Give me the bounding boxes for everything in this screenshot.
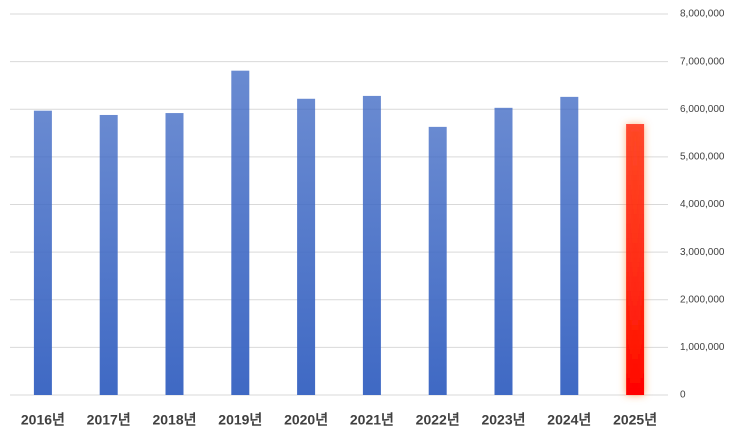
bar bbox=[626, 124, 645, 396]
bar bbox=[494, 107, 513, 395]
bar bbox=[99, 114, 118, 395]
y-tick-label: 2,000,000 bbox=[680, 294, 725, 305]
x-tick-label: 2022년 bbox=[416, 412, 460, 428]
bar bbox=[362, 95, 381, 395]
x-tick-label: 2016년 bbox=[21, 412, 65, 428]
y-tick-label: 1,000,000 bbox=[680, 342, 725, 353]
y-tick-label: 3,000,000 bbox=[680, 247, 725, 258]
x-tick-label: 2024년 bbox=[547, 412, 591, 428]
y-tick-label: 8,000,000 bbox=[680, 9, 725, 20]
x-tick-label: 2018년 bbox=[152, 412, 196, 428]
bar bbox=[428, 126, 447, 395]
x-tick-label: 2023년 bbox=[481, 412, 525, 428]
y-tick-label: 0 bbox=[680, 390, 686, 401]
bar bbox=[560, 96, 579, 396]
y-tick-label: 6,000,000 bbox=[680, 104, 725, 115]
bar bbox=[297, 98, 316, 396]
bar bbox=[231, 70, 250, 395]
bar bbox=[165, 113, 184, 395]
x-tick-label: 2025년 bbox=[613, 412, 657, 428]
y-tick-label: 5,000,000 bbox=[680, 152, 725, 163]
x-tick-label: 2020년 bbox=[284, 412, 328, 428]
x-tick-label: 2017년 bbox=[87, 412, 131, 428]
bar bbox=[33, 110, 52, 396]
x-tick-label: 2019년 bbox=[218, 412, 262, 428]
x-tick-label: 2021년 bbox=[350, 412, 394, 428]
y-tick-label: 7,000,000 bbox=[680, 56, 725, 67]
y-tick-label: 4,000,000 bbox=[680, 199, 725, 210]
